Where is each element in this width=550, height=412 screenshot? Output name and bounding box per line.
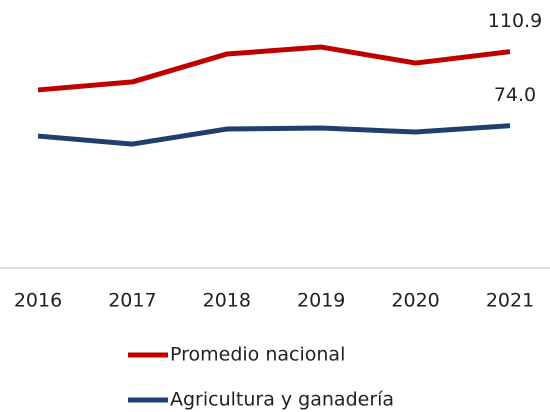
x-tick-label: 2019 [297, 290, 345, 312]
series-line [37, 123, 511, 147]
x-tick-label: 2017 [108, 290, 156, 312]
x-tick-label: 2018 [203, 290, 251, 312]
legend-label: Promedio nacional [170, 344, 345, 366]
value-label: 110.9 [488, 10, 542, 32]
x-tick-label: 2020 [391, 290, 439, 312]
x-tick-label: 2021 [486, 290, 534, 312]
value-label: 74.0 [494, 84, 536, 106]
x-tick-label: 2016 [14, 290, 62, 312]
legend-label: Agricultura y ganadería [170, 389, 394, 411]
series-line [37, 44, 511, 93]
